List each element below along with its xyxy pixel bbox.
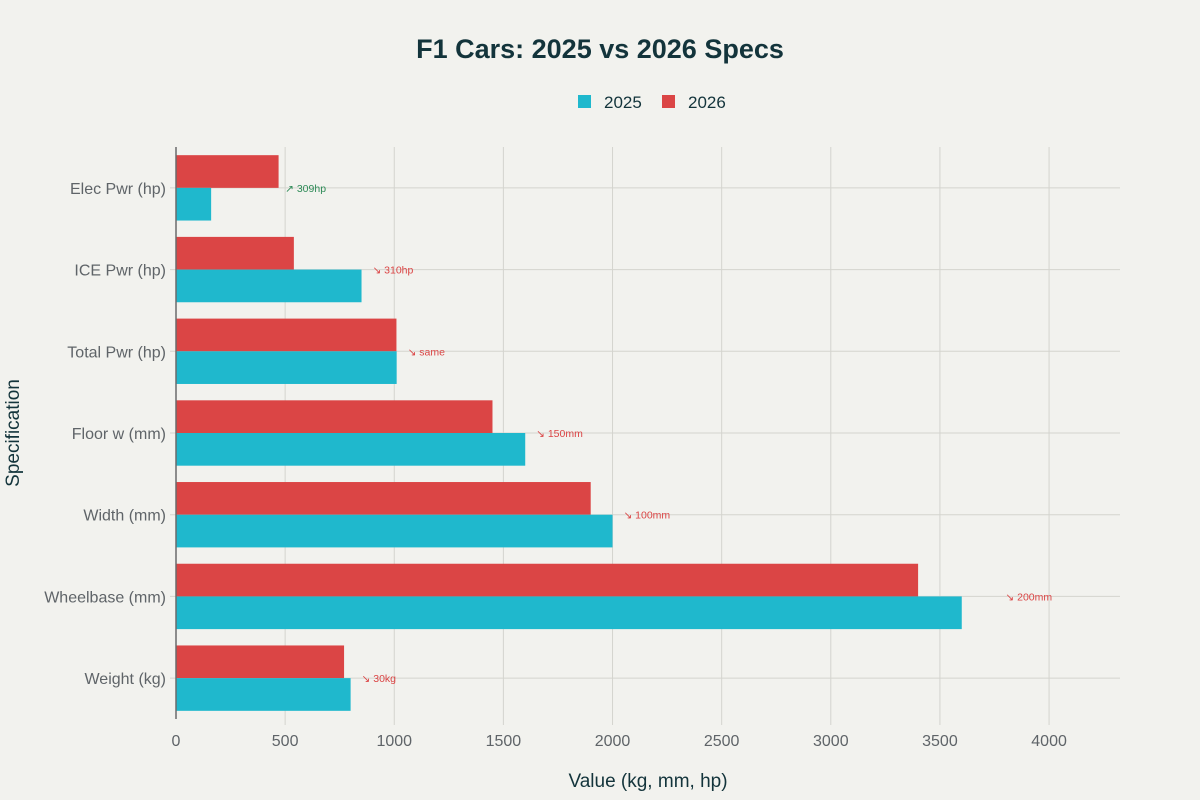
y-tick-label: Elec Pwr (hp) [70, 181, 166, 198]
chart-title: F1 Cars: 2025 vs 2026 Specs [416, 34, 784, 64]
x-tick-label: 2500 [704, 733, 740, 750]
bar-2026[interactable] [176, 482, 591, 515]
y-tick-label: Width (mm) [83, 508, 166, 525]
bar-2026[interactable] [176, 645, 345, 679]
bar-2025[interactable] [176, 269, 362, 303]
x-tick-label: 500 [272, 733, 299, 750]
bar-2025[interactable] [176, 596, 962, 630]
change-annotation: ↘ 30kg [362, 673, 397, 685]
change-annotation: ↘ same [408, 346, 446, 358]
bar-2026[interactable] [176, 318, 397, 352]
bar-2026[interactable] [176, 155, 279, 188]
legend-label[interactable]: 2025 [604, 93, 642, 112]
y-tick-label: Weight (kg) [84, 671, 166, 688]
bar-2026[interactable] [176, 400, 493, 433]
change-annotation: ↘ 150mm [536, 428, 583, 440]
x-tick-label: 3500 [922, 733, 958, 750]
change-annotation: ↘ 100mm [623, 510, 670, 522]
bar-2026[interactable] [176, 236, 294, 270]
bar-2025[interactable] [176, 187, 212, 221]
legend-swatch [662, 95, 675, 108]
legend: 2025 2026 [578, 93, 726, 112]
x-axis-title: Value (kg, mm, hp) [568, 771, 727, 792]
y-axis-ticks: Elec Pwr (hp) ICE Pwr (hp) Total Pwr (hp) F… [44, 181, 166, 688]
x-tick-label: 1000 [376, 733, 412, 750]
change-annotation: ↗ 309hp [285, 183, 326, 195]
annotations: ↗ 309hp ↘ 310hp ↘ same ↘ 150mm ↘ 100mm ↘ 200m… [285, 183, 1052, 685]
bar-2026[interactable] [176, 563, 919, 597]
bars [176, 155, 962, 711]
x-tick-label: 1500 [486, 733, 522, 750]
bar-2025[interactable] [176, 433, 526, 466]
bar-2025[interactable] [176, 351, 397, 384]
change-annotation: ↘ 310hp [372, 265, 413, 277]
y-tick-label: Wheelbase (mm) [44, 589, 166, 606]
y-tick-label: Floor w (mm) [72, 426, 166, 443]
legend-label[interactable]: 2026 [688, 93, 726, 112]
y-tick-label: ICE Pwr (hp) [74, 263, 166, 280]
y-tick-label: Total Pwr (hp) [67, 344, 166, 361]
legend-swatch [578, 95, 591, 108]
x-tick-label: 0 [172, 733, 181, 750]
change-annotation: ↘ 200mm [1005, 591, 1052, 603]
x-tick-label: 2000 [595, 733, 631, 750]
y-axis-title: Specification [3, 379, 24, 487]
x-axis-ticks: 0 500 1000 1500 2000 2500 3000 3500 4000 [172, 733, 1067, 750]
bar-2025[interactable] [176, 514, 613, 548]
x-tick-label: 3000 [813, 733, 849, 750]
x-tick-label: 4000 [1031, 733, 1067, 750]
bar-2025[interactable] [176, 678, 351, 711]
